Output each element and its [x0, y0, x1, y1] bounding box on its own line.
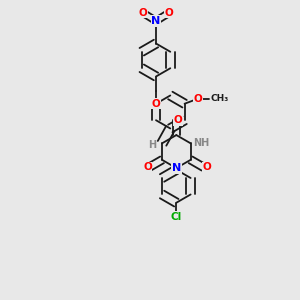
Text: O: O: [202, 162, 211, 172]
Text: O: O: [143, 162, 152, 172]
Text: O: O: [138, 8, 147, 18]
Text: N: N: [172, 163, 181, 173]
Text: H: H: [148, 140, 156, 150]
Text: O: O: [194, 94, 202, 104]
Text: O: O: [152, 99, 160, 109]
Text: O: O: [174, 115, 182, 125]
Text: NH: NH: [193, 138, 209, 148]
Text: CH₃: CH₃: [210, 94, 228, 103]
Text: N: N: [152, 16, 160, 26]
Text: O: O: [165, 8, 174, 18]
Text: Cl: Cl: [171, 212, 182, 222]
